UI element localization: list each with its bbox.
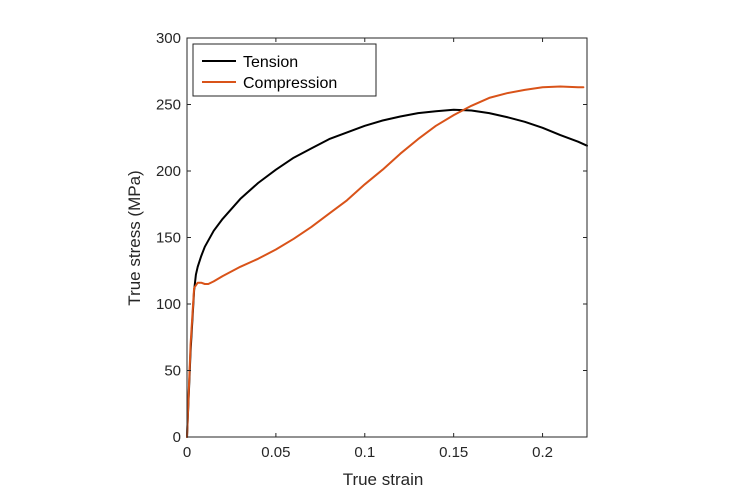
y-tick-label: 150 (156, 230, 181, 247)
y-axis-title: True stress (MPa) (125, 170, 144, 305)
series-layer (186, 85, 588, 438)
legend: Tension Compression (192, 43, 377, 97)
tick-layer: 0 0.05 0.1 0.15 0.2 0 50 100 150 200 250 300 (156, 30, 587, 461)
plot-area (187, 38, 587, 437)
x-tick-label: 0.15 (439, 444, 468, 461)
y-tick-label: 200 (156, 163, 181, 180)
y-tick-label: 50 (164, 363, 181, 380)
series-line-compression (186, 85, 585, 438)
x-tick-label: 0.2 (532, 444, 553, 461)
x-axis-title: True strain (343, 470, 424, 489)
x-tick-label: 0.1 (354, 444, 375, 461)
x-tick-label: 0.05 (261, 444, 290, 461)
y-tick-label: 300 (156, 30, 181, 47)
legend-label-tension: Tension (243, 54, 298, 71)
legend-box (192, 43, 377, 97)
y-tick-label: 100 (156, 296, 181, 313)
y-tick-label: 250 (156, 97, 181, 114)
y-tick-label: 0 (173, 429, 181, 446)
legend-label-compression: Compression (243, 75, 337, 92)
x-tick-label: 0 (183, 444, 191, 461)
series-line-tension (186, 108, 588, 438)
